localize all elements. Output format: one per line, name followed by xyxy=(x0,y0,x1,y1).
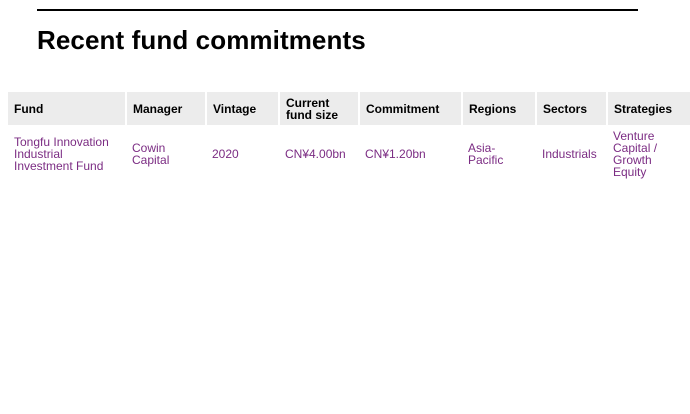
cell-fund-link[interactable]: Tongfu Innovation Industrial Investment … xyxy=(14,135,109,173)
table-row: Tongfu Innovation Industrial Investment … xyxy=(8,125,690,183)
column-header-manager: Manager xyxy=(126,92,207,125)
cell-current-fund-size: CN¥4.00bn xyxy=(285,147,346,161)
page-title: Recent fund commitments xyxy=(37,25,366,55)
column-header-strategies: Strategies xyxy=(607,92,690,125)
column-header-regions: Regions xyxy=(462,92,537,125)
cell-sectors-link[interactable]: Industrials xyxy=(542,147,597,161)
column-header-commitment: Commitment xyxy=(359,92,463,125)
column-header-current-fund-size: Current fund size xyxy=(279,92,360,125)
cell-manager-link[interactable]: Cowin Capital xyxy=(132,141,170,167)
cell-vintage-link[interactable]: 2020 xyxy=(212,147,239,161)
column-header-fund: Fund xyxy=(8,92,127,125)
column-header-vintage: Vintage xyxy=(206,92,280,125)
cell-regions-link[interactable]: Asia-Pacific xyxy=(468,141,504,167)
fund-commitments-table: Fund Manager Vintage Current fund size C… xyxy=(8,92,690,183)
table-header-row: Fund Manager Vintage Current fund size C… xyxy=(8,92,690,125)
top-divider xyxy=(37,9,638,11)
cell-commitment: CN¥1.20bn xyxy=(365,147,426,161)
column-header-sectors: Sectors xyxy=(536,92,608,125)
cell-strategies-link[interactable]: Venture Capital / Growth Equity xyxy=(613,129,658,179)
